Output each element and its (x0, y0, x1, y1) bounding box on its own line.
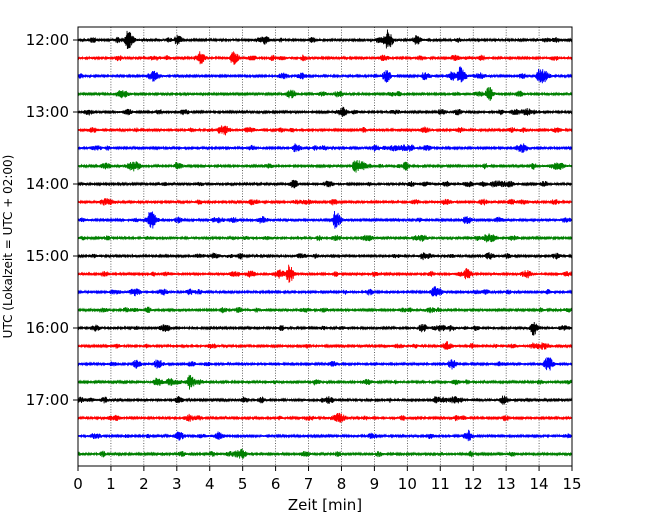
x-tick-label: 8 (337, 475, 347, 493)
trace-1730 (77, 429, 573, 442)
trace-1630 (77, 357, 573, 371)
trace-1345 (77, 159, 573, 173)
trace-1230 (77, 66, 573, 84)
y-tick-label: 16:00 (26, 319, 69, 337)
trace-1600 (77, 322, 573, 336)
trace-1315 (77, 125, 573, 136)
y-tick-label: 12:00 (26, 31, 69, 49)
plot-frame (77, 26, 573, 467)
y-tick-label: 15:00 (26, 247, 69, 265)
trace-1645 (77, 374, 573, 390)
x-tick-label: 15 (562, 475, 581, 493)
y-tick-label: 13:00 (26, 103, 69, 121)
x-tick-label: 5 (238, 475, 248, 493)
x-tick-label: 13 (497, 475, 516, 493)
x-axis-title: Zeit [min] (288, 496, 362, 514)
x-tick-label: 7 (304, 475, 314, 493)
x-tick-label: 0 (73, 475, 83, 493)
x-tick-label: 2 (139, 475, 149, 493)
trace-1715 (77, 412, 573, 423)
x-tick-label: 4 (205, 475, 215, 493)
trace-layer (77, 29, 573, 459)
x-tick-label: 1 (106, 475, 116, 493)
x-tick-label: 3 (172, 475, 182, 493)
trace-1530 (77, 286, 573, 297)
x-tick-label: 9 (370, 475, 380, 493)
trace-1415 (77, 198, 573, 206)
trace-1700 (77, 395, 573, 405)
trace-1300 (77, 106, 573, 117)
trace-1445 (77, 233, 573, 243)
trace-1615 (77, 341, 573, 350)
axis-layer: 0 1 2 3 4 5 6 7 8 9 10 11 12 13 14 1512:0013:0014:0015:… (26, 31, 582, 493)
y-tick-label: 17:00 (26, 391, 69, 409)
trace-1515 (77, 264, 573, 283)
trace-1215 (77, 51, 573, 65)
trace-1200 (77, 29, 573, 50)
x-tick-label: 10 (398, 475, 417, 493)
trace-1500 (77, 252, 573, 261)
trace-1545 (77, 306, 573, 314)
trace-1745 (77, 448, 573, 459)
trace-1245 (77, 87, 573, 102)
grid-layer (110, 27, 540, 466)
trace-1330 (77, 143, 573, 153)
y-tick-label: 14:00 (26, 175, 69, 193)
x-tick-label: 11 (431, 475, 450, 493)
x-tick-label: 14 (530, 475, 549, 493)
trace-1400 (77, 179, 573, 189)
x-tick-label: 6 (271, 475, 281, 493)
trace-1430 (77, 210, 573, 229)
x-tick-label: 12 (464, 475, 483, 493)
y-axis-title: UTC (Lokalzeit = UTC + 02:00) (1, 155, 15, 339)
